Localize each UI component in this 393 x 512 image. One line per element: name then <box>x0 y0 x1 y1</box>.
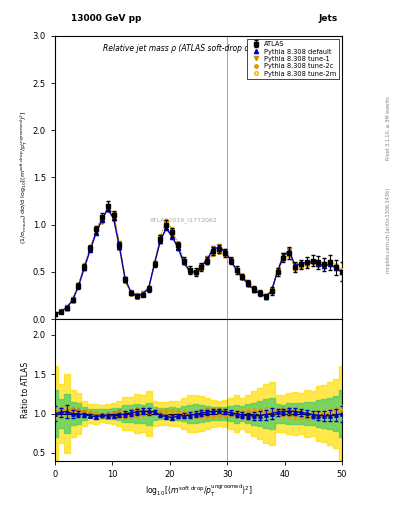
Text: Jets: Jets <box>319 14 338 23</box>
Y-axis label: Ratio to ATLAS: Ratio to ATLAS <box>21 362 30 418</box>
Text: Rivet 3.1.10, ≥ 3M events: Rivet 3.1.10, ≥ 3M events <box>386 96 391 160</box>
Text: Relative jet mass ρ (ATLAS soft-drop observables): Relative jet mass ρ (ATLAS soft-drop obs… <box>103 45 294 53</box>
Y-axis label: (1/σ$_{\mathrm{resum}}$) dσ/d log$_{10}$[(m$^{\mathrm{soft\ drop}}$/p$_\mathrm{T: (1/σ$_{\mathrm{resum}}$) dσ/d log$_{10}$… <box>18 111 30 244</box>
X-axis label: $\log_{10}[(m^{\mathrm{soft\ drop}}/p_\mathrm{T}^{\mathrm{ungroomed}})^2]$: $\log_{10}[(m^{\mathrm{soft\ drop}}/p_\m… <box>145 483 252 499</box>
Text: ATLAS2019_I1772062: ATLAS2019_I1772062 <box>150 217 218 223</box>
Legend: ATLAS, Pythia 8.308 default, Pythia 8.308 tune-1, Pythia 8.308 tune-2c, Pythia 8: ATLAS, Pythia 8.308 default, Pythia 8.30… <box>247 39 339 78</box>
Text: 13000 GeV pp: 13000 GeV pp <box>71 14 141 23</box>
Text: mcplots.cern.ch [arXiv:1306.3436]: mcplots.cern.ch [arXiv:1306.3436] <box>386 188 391 273</box>
